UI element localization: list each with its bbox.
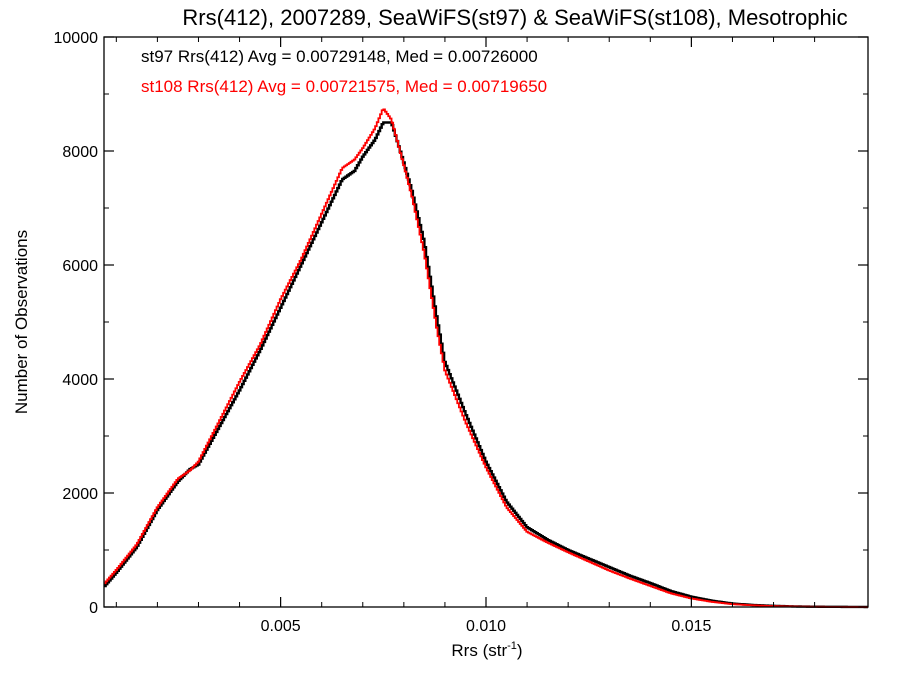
x-axis-label-superscript: -1 — [507, 640, 517, 652]
x-axis-label-text: Rrs (str — [451, 641, 507, 660]
chart-title: Rrs(412), 2007289, SeaWiFS(st97) & SeaWi… — [182, 5, 847, 30]
x-tick-label: 0.005 — [261, 618, 301, 635]
x-axis-label: Rrs (str-1) — [451, 640, 522, 660]
y-tick-label: 10000 — [54, 30, 99, 47]
x-axis-label-close: ) — [517, 641, 523, 660]
y-tick-label: 4000 — [62, 372, 98, 389]
plot-frame — [103, 36, 869, 608]
x-tick-label: 0.010 — [466, 618, 506, 635]
y-tick-label: 6000 — [62, 258, 98, 275]
series-st108-line — [104, 108, 868, 608]
annotation-1: st97 Rrs(412) Avg = 0.00729148, Med = 0.… — [141, 47, 538, 66]
annotation-2: st108 Rrs(412) Avg = 0.00721575, Med = 0… — [141, 77, 547, 96]
y-tick-label: 0 — [89, 600, 98, 617]
series-layer — [104, 108, 868, 609]
y-tick-label: 8000 — [62, 144, 98, 161]
series-st97-line — [104, 121, 868, 609]
y-axis-label: Number of Observations — [12, 230, 31, 414]
x-tick-label: 0.015 — [671, 618, 711, 635]
y-tick-label: 2000 — [62, 486, 98, 503]
ticks-layer: 0 2000 4000 6000 8000 10000 0.005 0.010 0.015 — [54, 30, 868, 635]
annotation-layer: st97 Rrs(412) Avg = 0.00729148, Med = 0.… — [141, 47, 547, 96]
